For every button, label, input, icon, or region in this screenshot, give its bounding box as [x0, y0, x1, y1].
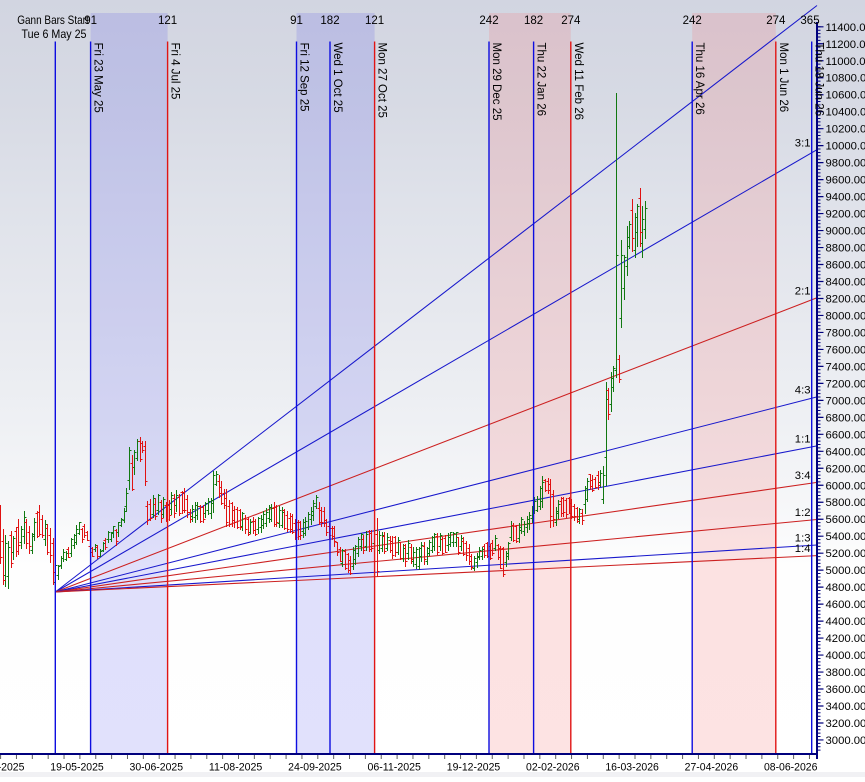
- svg-text:Tue 6 May 25: Tue 6 May 25: [22, 27, 87, 41]
- svg-text:19-12-2025: 19-12-2025: [447, 762, 501, 774]
- svg-text:1:4: 1:4: [795, 543, 811, 555]
- svg-text:7200.00: 7200.00: [826, 378, 865, 390]
- svg-text:Wed 11 Feb 26: Wed 11 Feb 26: [572, 43, 584, 121]
- svg-text:121: 121: [158, 15, 177, 27]
- svg-text:9200.00: 9200.00: [826, 209, 865, 221]
- svg-text:10800.00: 10800.00: [826, 73, 865, 85]
- svg-text:4:3: 4:3: [795, 385, 811, 397]
- svg-text:5200.00: 5200.00: [826, 548, 865, 560]
- svg-text:10400.00: 10400.00: [826, 107, 865, 119]
- svg-text:2:1: 2:1: [795, 286, 811, 298]
- svg-text:30-06-2025: 30-06-2025: [130, 762, 184, 774]
- svg-text:274: 274: [766, 15, 786, 27]
- svg-text:7800.00: 7800.00: [826, 327, 865, 339]
- svg-text:5000.00: 5000.00: [826, 565, 865, 577]
- svg-text:4800.00: 4800.00: [826, 582, 865, 594]
- svg-text:16-03-2026: 16-03-2026: [605, 762, 659, 774]
- svg-text:6400.00: 6400.00: [826, 446, 865, 458]
- svg-text:11200.00: 11200.00: [826, 39, 865, 51]
- svg-text:7600.00: 7600.00: [826, 344, 865, 356]
- svg-text:3:4: 3:4: [795, 470, 811, 482]
- svg-text:19-05-2025: 19-05-2025: [50, 762, 104, 774]
- svg-text:Wed 1 Oct 25: Wed 1 Oct 25: [331, 43, 343, 113]
- svg-text:182: 182: [320, 15, 339, 27]
- svg-text:Mon 29 Dec 25: Mon 29 Dec 25: [490, 43, 502, 121]
- svg-text:5400.00: 5400.00: [826, 531, 865, 543]
- svg-text:121: 121: [365, 15, 384, 27]
- svg-text:3200.00: 3200.00: [826, 718, 865, 730]
- svg-text:9000.00: 9000.00: [826, 226, 865, 238]
- svg-text:6000.00: 6000.00: [826, 480, 865, 492]
- svg-text:9400.00: 9400.00: [826, 192, 865, 204]
- svg-text:11-08-2025: 11-08-2025: [209, 762, 263, 774]
- svg-text:4400.00: 4400.00: [826, 616, 865, 628]
- svg-text:Thu 18 Jun 26: Thu 18 Jun 26: [813, 43, 825, 117]
- svg-text:10600.00: 10600.00: [826, 90, 865, 102]
- svg-text:242: 242: [683, 15, 702, 27]
- svg-text:Fri 4 Jul 25: Fri 4 Jul 25: [169, 43, 181, 100]
- svg-text:91: 91: [290, 15, 303, 27]
- svg-text:06-11-2025: 06-11-2025: [367, 762, 421, 774]
- svg-text:3:1: 3:1: [795, 138, 811, 150]
- svg-text:4200.00: 4200.00: [826, 633, 865, 645]
- svg-text:4000.00: 4000.00: [826, 650, 865, 662]
- svg-text:27-04-2026: 27-04-2026: [685, 762, 739, 774]
- svg-text:Thu 16 Apr 26: Thu 16 Apr 26: [693, 43, 705, 115]
- svg-text:3800.00: 3800.00: [826, 667, 865, 679]
- svg-text:9800.00: 9800.00: [826, 158, 865, 170]
- svg-text:11400.00: 11400.00: [826, 22, 865, 34]
- svg-text:1:1: 1:1: [795, 434, 811, 446]
- svg-text:3000.00: 3000.00: [826, 735, 865, 747]
- svg-text:Thu 22 Jan 26: Thu 22 Jan 26: [535, 43, 547, 117]
- svg-text:3600.00: 3600.00: [826, 684, 865, 696]
- svg-text:10000.00: 10000.00: [826, 141, 865, 153]
- svg-text:9600.00: 9600.00: [826, 175, 865, 187]
- svg-text:24-09-2025: 24-09-2025: [288, 762, 342, 774]
- svg-text:Gann Bars Start: Gann Bars Start: [17, 13, 89, 27]
- svg-text:274: 274: [561, 15, 581, 27]
- svg-text:02-02-2026: 02-02-2026: [526, 762, 580, 774]
- svg-text:11000.00: 11000.00: [826, 56, 865, 68]
- svg-text:07-04-2025: 07-04-2025: [0, 762, 24, 774]
- svg-text:Mon 1 Jun 26: Mon 1 Jun 26: [777, 43, 789, 113]
- svg-text:4600.00: 4600.00: [826, 599, 865, 611]
- svg-text:5600.00: 5600.00: [826, 514, 865, 526]
- svg-text:Fri 23 May 25: Fri 23 May 25: [92, 43, 104, 113]
- svg-text:8000.00: 8000.00: [826, 311, 865, 323]
- svg-text:6600.00: 6600.00: [826, 429, 865, 441]
- svg-text:182: 182: [524, 15, 543, 27]
- svg-text:8200.00: 8200.00: [826, 294, 865, 306]
- svg-text:10200.00: 10200.00: [826, 124, 865, 136]
- svg-text:08-06-2026: 08-06-2026: [764, 762, 818, 774]
- svg-text:Fri 12 Sep 25: Fri 12 Sep 25: [298, 43, 310, 112]
- svg-text:6800.00: 6800.00: [826, 412, 865, 424]
- svg-text:8400.00: 8400.00: [826, 277, 865, 289]
- svg-text:365: 365: [800, 15, 819, 27]
- svg-text:1:2: 1:2: [795, 507, 811, 519]
- svg-text:5800.00: 5800.00: [826, 497, 865, 509]
- svg-text:242: 242: [479, 15, 498, 27]
- svg-text:Mon 27 Oct 25: Mon 27 Oct 25: [376, 43, 388, 118]
- svg-text:3400.00: 3400.00: [826, 701, 865, 713]
- svg-text:8600.00: 8600.00: [826, 260, 865, 272]
- svg-text:7400.00: 7400.00: [826, 361, 865, 373]
- svg-text:8800.00: 8800.00: [826, 243, 865, 255]
- svg-text:6200.00: 6200.00: [826, 463, 865, 475]
- svg-text:7000.00: 7000.00: [826, 395, 865, 407]
